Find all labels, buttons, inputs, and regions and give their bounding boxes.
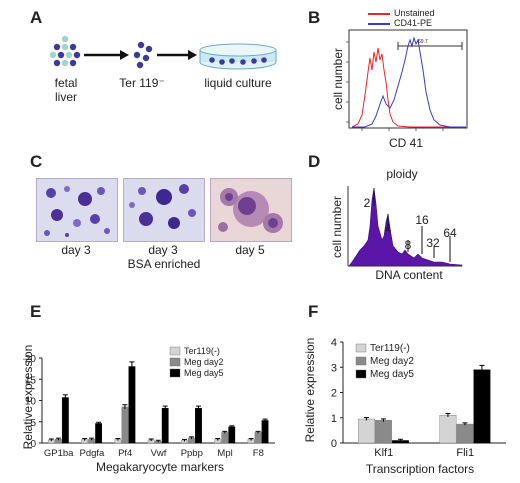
chart-f-bar [473,369,491,444]
chart-f-legend-swatch [355,369,367,379]
chart-f-bar [358,418,375,444]
chart-f-legend-label: Meg day5 [370,369,414,380]
flow-xlabel: CD 41 [388,136,423,150]
ploidy-title: ploidy [386,167,418,181]
chart-e-category-label: Ppbp [181,448,203,459]
chart-f-bar [456,423,474,444]
chart-f-legend-label: Meg day2 [370,356,414,367]
chart-e-ytick-label: 15 [25,375,37,386]
chart-e-category-label: Vwf [151,448,167,459]
chart-e-legend-swatch [169,368,181,378]
unstained-trace [351,47,466,128]
cd41-trace [352,36,466,128]
peak-label-4: 4 [384,222,392,236]
chart-e-ytick-label: 20 [25,354,37,365]
ploidy-trace [348,187,463,267]
chart-e-ytick-label: 5 [30,418,36,429]
chart-e-legend-label: Ter119(-) [184,346,220,356]
step-ter119-label: Ter 119⁻ [119,76,165,90]
chart-f-xlabel: Transcription factors [365,462,475,476]
ploidy-xlabel: DNA content [375,268,443,282]
chart-e-ytick-label: 0 [30,439,36,450]
caption-day3: day 3 [61,243,91,257]
legend-unstained: Unstained [394,8,435,18]
caption-bsa-enriched: BSA enriched [127,257,201,271]
fetal-liver-cells-icon [49,35,81,67]
chart-f-bar [439,415,457,444]
legend-cd41-pe: CD41-PE [394,18,433,28]
chart-e-xlabel: Megakaryocyte markers [95,460,225,474]
caption-day3-bsa: day 3 [148,243,178,257]
chart-e-legend-swatch [169,346,181,356]
chart-f-ylabel: Relative expression [303,337,317,443]
step-fetal-liver-label: fetal liver [54,76,78,104]
panel-letter-e: E [30,302,42,321]
chart-e-category-label: F8 [253,448,264,459]
chart-e-legend-label: Meg day2 [184,357,224,367]
chart-f-ytick-label: 0 [331,438,337,450]
micrograph-day3-bsa-image [123,178,205,242]
chart-f-legend-swatch [355,343,367,353]
chart-f-bar [375,420,392,444]
gate-value: 69.7 [418,39,428,45]
peak-label-2: 2 [363,196,371,210]
caption-day5: day 5 [235,243,265,257]
chart-e-ytick-label: 10 [25,397,37,408]
chart-e-category-label: Pdgfa [80,448,106,459]
step-liquid-culture-label: liquid culture [204,76,272,90]
peak-label-32: 32 [426,236,440,250]
chart-f-ytick-label: 4 [331,337,337,349]
culture-dish-icon [199,43,277,70]
arrow-2-icon [157,50,197,60]
chart-e-category-label: GP1ba [44,448,74,459]
panel-letter-a: A [30,8,43,27]
chart-f-category-label: Klf1 [374,447,393,459]
chart-f-ytick-label: 3 [331,362,337,374]
chart-f-legend-label: Ter119(-) [370,343,410,354]
chart-e-ylabel: Relative expression [21,344,35,450]
chart-e-category-label: Mpl [217,448,232,459]
ter119-cells-icon [133,41,153,69]
peak-label-16: 16 [415,213,429,227]
micrograph-day3-image [36,178,118,242]
panel-letter-f: F [308,302,319,321]
peak-label-64: 64 [443,226,457,240]
arrow-1-icon [84,50,129,60]
chart-f-ytick-label: 2 [331,388,337,400]
chart-f-legend-swatch [355,356,367,366]
micrograph-day5-image [210,178,292,242]
chart-f-ytick-label: 1 [331,413,337,425]
panel-letter-b: B [308,8,321,27]
chart-e-legend-label: Meg day5 [184,368,224,378]
panel-letter-c: C [30,152,43,171]
chart-f-category-label: Fli1 [456,447,474,459]
peak-label-8: 8 [404,238,412,252]
chart-e-legend-swatch [169,357,181,367]
panel-letter-d: D [308,152,321,171]
chart-e-category-label: Pf4 [118,448,132,459]
